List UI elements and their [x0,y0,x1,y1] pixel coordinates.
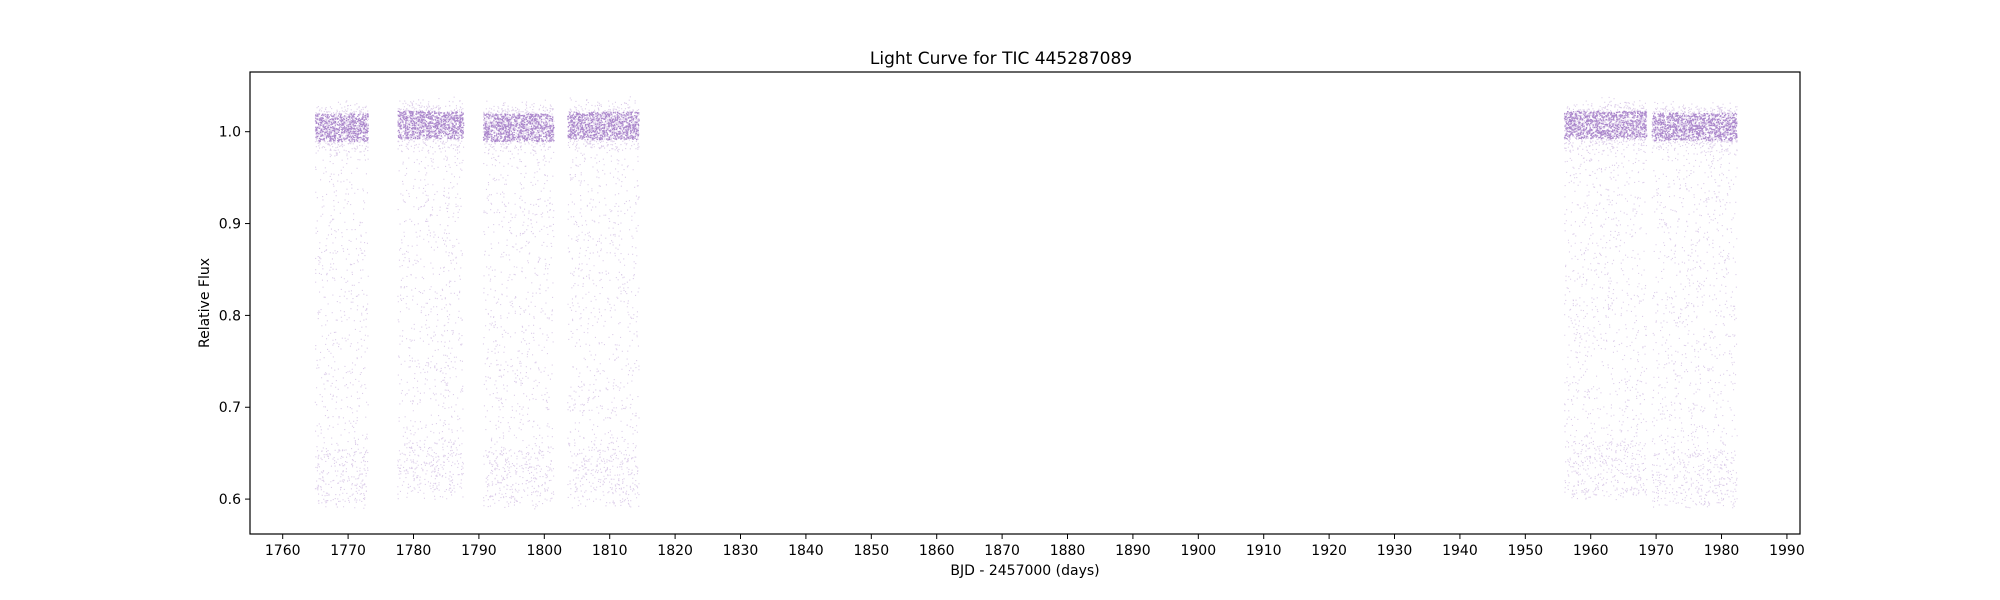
x-tick-label: 1800 [526,543,562,559]
data-point [314,100,369,509]
x-tick-label: 1910 [1246,543,1282,559]
x-tick-label: 1920 [1311,543,1347,559]
x-tick-label: 1940 [1442,543,1478,559]
x-tick-label: 1880 [1050,543,1086,559]
x-tick-label: 1970 [1638,543,1674,559]
x-tick-label: 1890 [1115,543,1151,559]
x-axis-label: BJD - 2457000 (days) [950,563,1099,579]
x-tick-label: 1840 [788,543,824,559]
x-tick-label: 1950 [1507,543,1543,559]
x-tick-label: 1930 [1377,543,1413,559]
y-axis: 0.6 0.7 0.8 0.9 1.0 [219,125,250,508]
data-point [1563,96,1648,501]
x-tick-label: 1900 [1180,543,1216,559]
data-point [1651,112,1738,142]
x-tick-label: 1780 [396,543,432,559]
x-tick-label: 1860 [919,543,955,559]
x-tick-label: 1870 [984,543,1020,559]
data-point [482,99,555,510]
x-tick-label: 1770 [330,543,366,559]
segment [567,96,640,509]
x-axis: 1760 1770 1780 1790 1800 1810 1820 1830 1840 1850… [265,534,1805,559]
data-point [314,113,369,143]
y-tick-label: 0.9 [219,217,241,233]
data-points [314,96,1738,510]
segment [397,96,465,500]
data-point [567,111,640,141]
x-tick-label: 1990 [1769,543,1805,559]
x-tick-label: 1790 [461,543,497,559]
x-tick-label: 1850 [853,543,889,559]
segment [482,99,555,510]
x-tick-label: 1810 [592,543,628,559]
x-tick-label: 1830 [723,543,759,559]
y-tick-label: 0.6 [219,492,241,508]
data-point [1563,110,1648,140]
data-point [567,96,640,509]
segment [314,100,369,509]
y-tick-label: 1.0 [219,125,241,141]
segment [1651,101,1738,509]
data-point [482,113,555,143]
x-tick-label: 1760 [265,543,301,559]
y-tick-label: 0.7 [219,400,241,416]
x-tick-label: 1960 [1573,543,1609,559]
plot-frame [249,71,1801,535]
y-axis-label: Relative Flux [197,258,213,348]
data-point [1651,101,1738,509]
x-tick-label: 1820 [657,543,693,559]
data-point [397,96,465,500]
chart-title: Light Curve for TIC 445287089 [870,49,1132,69]
x-tick-label: 1980 [1704,543,1740,559]
data-point [397,110,465,140]
segment [1563,96,1648,501]
y-tick-label: 0.8 [219,308,241,324]
